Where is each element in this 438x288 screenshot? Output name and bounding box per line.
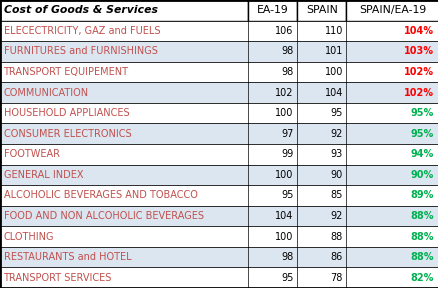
Text: 100: 100 — [275, 170, 293, 180]
Text: 88: 88 — [330, 232, 342, 242]
Text: 102%: 102% — [403, 67, 433, 77]
Bar — [0, 20, 438, 41]
Text: 92: 92 — [330, 129, 342, 139]
Text: 94%: 94% — [410, 149, 433, 159]
Text: Cost of Goods & Services: Cost of Goods & Services — [4, 5, 157, 15]
Text: 88%: 88% — [409, 211, 433, 221]
Text: 88%: 88% — [409, 252, 433, 262]
Text: 100: 100 — [324, 67, 342, 77]
Text: 98: 98 — [281, 67, 293, 77]
Text: 102: 102 — [275, 88, 293, 98]
Text: FOOD AND NON ALCOHOLIC BEVERAGES: FOOD AND NON ALCOHOLIC BEVERAGES — [4, 211, 203, 221]
Text: 100: 100 — [275, 232, 293, 242]
Bar — [0, 62, 438, 82]
Text: 100: 100 — [275, 108, 293, 118]
Text: 97: 97 — [281, 129, 293, 139]
Text: 104: 104 — [324, 88, 342, 98]
Text: 99: 99 — [281, 149, 293, 159]
Bar — [0, 206, 438, 226]
Text: 88%: 88% — [409, 232, 433, 242]
Text: SPAIN/EA-19: SPAIN/EA-19 — [358, 5, 425, 15]
Text: 85: 85 — [330, 190, 342, 200]
Text: 90%: 90% — [410, 170, 433, 180]
Text: 86: 86 — [330, 252, 342, 262]
Text: 82%: 82% — [410, 273, 433, 283]
Text: COMMUNICATION: COMMUNICATION — [4, 88, 88, 98]
Bar — [0, 268, 438, 288]
Text: CLOTHING: CLOTHING — [4, 232, 54, 242]
Text: 78: 78 — [330, 273, 342, 283]
Text: 98: 98 — [281, 252, 293, 262]
Text: GENERAL INDEX: GENERAL INDEX — [4, 170, 83, 180]
Text: 95%: 95% — [410, 108, 433, 118]
Bar — [0, 124, 438, 144]
Text: 95%: 95% — [410, 129, 433, 139]
Text: 92: 92 — [330, 211, 342, 221]
Bar — [0, 0, 247, 20]
Text: FURNITURES and FURNISHINGS: FURNITURES and FURNISHINGS — [4, 46, 157, 56]
Bar — [0, 185, 438, 206]
Bar — [0, 226, 438, 247]
Text: 106: 106 — [275, 26, 293, 36]
Text: 104: 104 — [275, 211, 293, 221]
Text: SPAIN: SPAIN — [305, 5, 337, 15]
Text: 104%: 104% — [403, 26, 433, 36]
Text: 110: 110 — [324, 26, 342, 36]
Text: 102%: 102% — [403, 88, 433, 98]
Bar — [346, 0, 438, 20]
Text: TRANSPORT SERVICES: TRANSPORT SERVICES — [4, 273, 112, 283]
Text: 93: 93 — [330, 149, 342, 159]
Text: CONSUMER ELECTRONICS: CONSUMER ELECTRONICS — [4, 129, 131, 139]
Bar — [0, 41, 438, 62]
Text: ALCOHOLIC BEVERAGES AND TOBACCO: ALCOHOLIC BEVERAGES AND TOBACCO — [4, 190, 197, 200]
Bar — [0, 144, 438, 164]
Text: ELECECTRICITY, GAZ and FUELS: ELECECTRICITY, GAZ and FUELS — [4, 26, 159, 36]
Text: 90: 90 — [330, 170, 342, 180]
Bar — [0, 82, 438, 103]
Text: RESTAURANTS and HOTEL: RESTAURANTS and HOTEL — [4, 252, 131, 262]
Text: HOUSEHOLD APPLIANCES: HOUSEHOLD APPLIANCES — [4, 108, 129, 118]
Text: 101: 101 — [324, 46, 342, 56]
Text: 95: 95 — [330, 108, 342, 118]
Text: 95: 95 — [281, 190, 293, 200]
Bar — [247, 0, 297, 20]
Text: FOOTWEAR: FOOTWEAR — [4, 149, 60, 159]
Text: 98: 98 — [281, 46, 293, 56]
Bar — [297, 0, 346, 20]
Text: 95: 95 — [281, 273, 293, 283]
Text: EA-19: EA-19 — [256, 5, 288, 15]
Text: 89%: 89% — [410, 190, 433, 200]
Bar — [0, 164, 438, 185]
Text: TRANSPORT EQUIPEMENT: TRANSPORT EQUIPEMENT — [4, 67, 128, 77]
Text: 103%: 103% — [403, 46, 433, 56]
Bar — [0, 103, 438, 124]
Bar — [0, 247, 438, 268]
